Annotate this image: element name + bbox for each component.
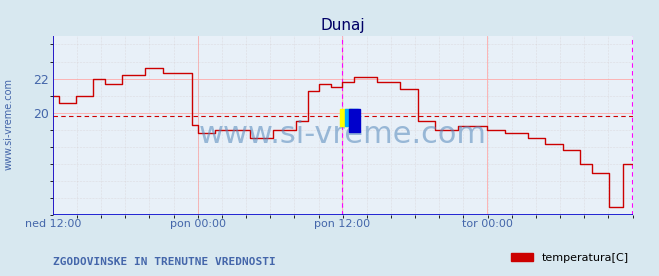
Text: ZGODOVINSKE IN TRENUTNE VREDNOSTI: ZGODOVINSKE IN TRENUTNE VREDNOSTI: [53, 257, 275, 267]
Bar: [349, 109, 360, 132]
Legend: temperatura[C]: temperatura[C]: [507, 249, 634, 268]
Text: www.si-vreme.com: www.si-vreme.com: [198, 120, 487, 149]
Bar: [345, 109, 358, 126]
Title: Dunaj: Dunaj: [320, 18, 365, 33]
Text: www.si-vreme.com: www.si-vreme.com: [3, 78, 13, 170]
Bar: [339, 109, 353, 126]
